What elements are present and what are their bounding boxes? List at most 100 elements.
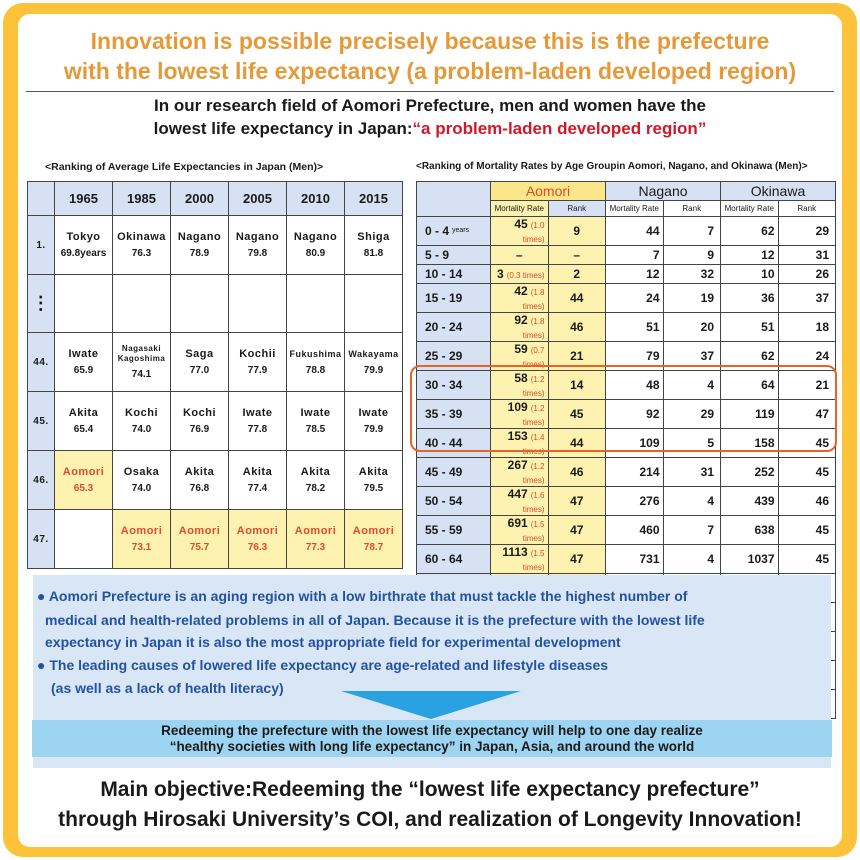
prefecture-cell: Aomori 65.3 — [54, 450, 113, 510]
life-expectancy-value: 79.9 — [363, 424, 384, 435]
aomori-ratio: (1.2 times) — [522, 462, 545, 485]
rank-header: Rank — [777, 200, 836, 217]
okinawa-rate: 51 — [720, 312, 779, 342]
life-expectancy-value: 74.1 — [131, 369, 152, 380]
result-line-2: “healthy societies with long life expect… — [169, 739, 695, 754]
year-header: 2010 — [286, 181, 345, 216]
okinawa-rank: 26 — [777, 264, 836, 284]
right-table-caption: <Ranking of Mortality Rates by Age Group… — [416, 161, 808, 172]
life-expectancy-value: 76.3 — [247, 542, 268, 553]
prefecture-cell: Akita 76.8 — [170, 450, 229, 510]
age-group-row: 20 - 24 92 (1.8 times) 46 51 20 51 18 — [416, 312, 836, 342]
prefecture-name: Nagano — [177, 231, 222, 243]
prefecture-name: Iwate — [358, 407, 389, 419]
rank-header: Rank — [662, 200, 721, 217]
prefecture-cell: Akita 78.2 — [286, 450, 345, 510]
age-unit: years — [452, 227, 470, 234]
life-expectancy-value: 77.9 — [247, 365, 268, 376]
life-expectancy-value: 77.8 — [247, 424, 268, 435]
rank-label: 44. — [27, 332, 55, 392]
okinawa-rank: 37 — [777, 283, 836, 313]
aomori-rate: 3 (0.3 times) — [490, 264, 549, 284]
bullet-2-line-1: ● The leading causes of lowered life exp… — [37, 657, 609, 673]
life-expectancy-value: 76.8 — [189, 483, 210, 494]
age-range: 35 - 39 — [425, 407, 463, 421]
rank-row: 44. Iwate 65.9 Nagasaki Kagoshima 74.1 Saga 77.… — [27, 332, 403, 392]
prefecture-cell: Aomori 73.1 — [112, 509, 171, 569]
prefecture-cell: Nagasaki Kagoshima 74.1 — [112, 332, 171, 392]
prefecture-name: Akita — [300, 466, 331, 478]
prefecture-cell: Fukushima 78.8 — [286, 332, 345, 392]
life-expectancy-value: 79.8 — [247, 248, 268, 259]
nagano-rank: 31 — [662, 457, 721, 487]
prefecture-cell: Iwate 77.8 — [228, 391, 287, 451]
aomori-rate: 691 (1.5 times) — [490, 515, 549, 545]
prefecture-cell: Kochii 77.9 — [228, 332, 287, 392]
prefecture-cell: Osaka 74.0 — [112, 450, 171, 510]
life-expectancy-value: 75.7 — [189, 542, 210, 553]
mortality-rate-header: Mortality Rate — [605, 200, 664, 217]
age-group-row: 15 - 19 42 (1.8 times) 44 24 19 36 37 — [416, 283, 836, 313]
prefecture-name-2: Kagoshima — [117, 354, 166, 363]
nagano-rate: 109 — [605, 428, 664, 458]
aomori-rank: 44 — [547, 428, 606, 458]
prefecture-cell: Tokyo 69.8years — [54, 215, 113, 275]
empty-cell — [344, 274, 403, 333]
prefecture-name: Iwate — [242, 407, 273, 419]
aomori-rate: 92 (1.8 times) — [490, 312, 549, 342]
aomori-rank: 46 — [547, 457, 606, 487]
life-expectancy-value: 80.9 — [305, 248, 326, 259]
aomori-ratio: (1.2 times) — [522, 404, 545, 427]
title-line-1: Innovation is possible precisely because… — [90, 28, 770, 54]
age-group-row: 50 - 54 447 (1.6 times) 47 276 4 439 46 — [416, 486, 836, 516]
nagano-rank: 5 — [662, 428, 721, 458]
life-expectancy-value: 81.8 — [363, 248, 384, 259]
okinawa-rate: 62 — [720, 216, 779, 246]
aomori-rate: 42 (1.8 times) — [490, 283, 549, 313]
prefecture-cell: Aomori 76.3 — [228, 509, 287, 569]
prefecture-cell: Nagano 80.9 — [286, 215, 345, 275]
okinawa-rank: 46 — [777, 486, 836, 516]
poster-frame: Innovation is possible precisely because… — [3, 3, 857, 857]
nagano-rate: 731 — [605, 544, 664, 574]
aomori-rate-value: 3 — [497, 267, 504, 281]
age-group-label: 10 - 14 — [416, 264, 491, 284]
age-group-row: 35 - 39 109 (1.2 times) 45 92 29 119 47 — [416, 399, 836, 429]
aomori-rate-value: 45 — [514, 217, 528, 231]
rank-label: 1. — [27, 215, 55, 275]
prefecture-cell: Okinawa 76.3 — [112, 215, 171, 275]
age-range: 50 - 54 — [425, 494, 463, 508]
aomori-rate-value: 267 — [507, 458, 528, 472]
life-expectancy-value: 74.0 — [131, 424, 152, 435]
age-group-row: 10 - 14 3 (0.3 times) 2 12 32 10 26 — [416, 264, 836, 284]
age-range: 45 - 49 — [425, 465, 463, 479]
bullet-1-line-2: medical and health-related problems in a… — [45, 612, 705, 628]
okinawa-rate: 62 — [720, 341, 779, 371]
left-table-caption: <Ranking of Average Life Expectancies in… — [45, 161, 324, 173]
aomori-rate: 45 (1.0 times) — [490, 216, 549, 246]
okinawa-rate: 638 — [720, 515, 779, 545]
prefecture-name: Osaka — [123, 466, 160, 478]
intro-line-1: In our research field of Aomori Prefectu… — [153, 96, 706, 115]
nagano-rate: 12 — [605, 264, 664, 284]
prefecture-name: Tokyo — [66, 231, 101, 243]
rank-row: 1. Tokyo 69.8years Okinawa 76.3 Nagano 78.9 Nag… — [27, 215, 403, 275]
bullet-1-line-3: expectancy in Japan it is also the most … — [45, 634, 621, 650]
life-expectancy-value: 65.3 — [73, 483, 94, 494]
nagano-rate: 48 — [605, 370, 664, 400]
aomori-header: Aomori — [490, 181, 606, 201]
aomori-rate-value: 109 — [507, 400, 528, 414]
nagano-rank: 32 — [662, 264, 721, 284]
prefecture-cell: Kochi 76.9 — [170, 391, 229, 451]
year-header: 1965 — [54, 181, 113, 216]
aomori-rate: 153 (1.4 times) — [490, 428, 549, 458]
life-expectancy-value: 73.1 — [131, 542, 152, 553]
age-group-row: 5 - 9– –7 9 12 31 — [416, 245, 836, 265]
prefecture-name: Aomori — [352, 525, 395, 537]
nagano-rank: 29 — [662, 399, 721, 429]
poster-panel: Innovation is possible precisely because… — [18, 14, 842, 847]
prefecture-name: Aomori — [178, 525, 221, 537]
okinawa-rank: 47 — [777, 399, 836, 429]
aomori-rate: – — [490, 245, 549, 265]
empty-cell — [286, 274, 345, 333]
